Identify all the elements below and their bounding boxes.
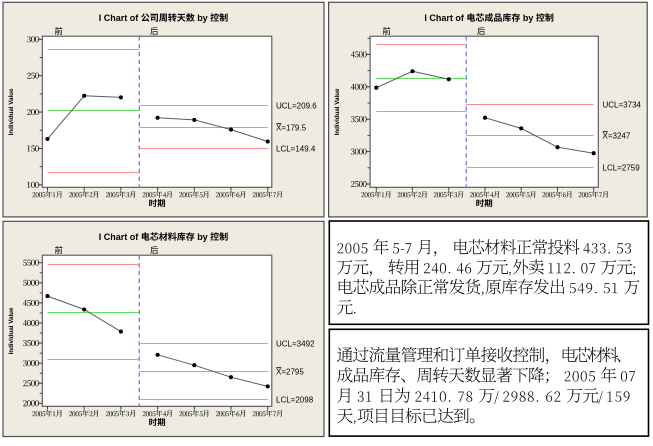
svg-text:by: by xyxy=(197,232,208,242)
svg-text:I Chart of: I Chart of xyxy=(424,13,465,23)
svg-text:Individual Value: Individual Value xyxy=(8,88,15,135)
svg-text:UCL=209.6: UCL=209.6 xyxy=(276,101,317,110)
svg-text:I Chart of: I Chart of xyxy=(99,13,140,23)
svg-text:X=3247: X=3247 xyxy=(603,131,631,140)
svg-text:LCL=2759: LCL=2759 xyxy=(603,163,641,172)
svg-text:by: by xyxy=(197,13,208,23)
svg-text:LCL=2098: LCL=2098 xyxy=(276,395,314,404)
svg-text:by: by xyxy=(523,13,534,23)
svg-text:Individual Value: Individual Value xyxy=(8,307,15,354)
svg-text:UCL=3492: UCL=3492 xyxy=(276,339,315,348)
svg-text:X=2795: X=2795 xyxy=(276,367,304,376)
svg-text:X=179.5: X=179.5 xyxy=(276,123,307,132)
svg-text:I Chart of: I Chart of xyxy=(99,232,140,242)
svg-text:UCL=3734: UCL=3734 xyxy=(603,100,642,109)
svg-text:LCL=149.4: LCL=149.4 xyxy=(276,144,316,153)
svg-text:Individual Value: Individual Value xyxy=(334,88,341,135)
